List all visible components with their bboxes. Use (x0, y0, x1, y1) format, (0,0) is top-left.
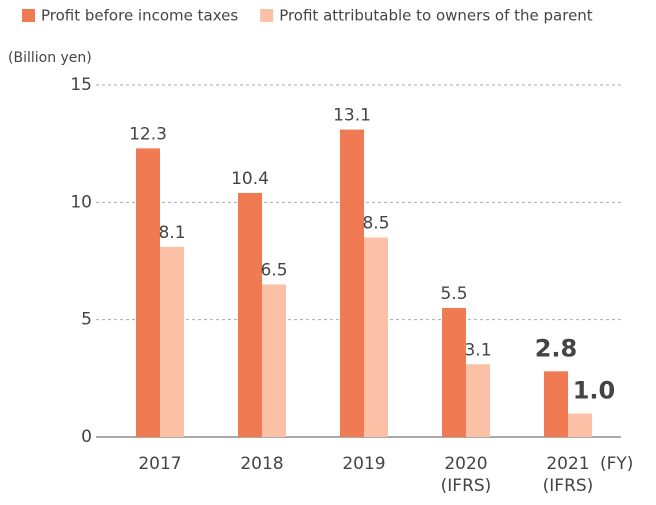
bar (466, 364, 490, 437)
data-label: 1.0 (573, 377, 616, 405)
data-label: 13.1 (333, 106, 371, 126)
x-tick-label: 2018 (240, 454, 283, 474)
y-tick-label: 0 (81, 427, 92, 447)
bar (442, 307, 466, 437)
data-label: 8.1 (158, 223, 185, 243)
data-label: 5.5 (440, 284, 467, 304)
x-tick-label: 2020 (IFRS) (441, 454, 492, 496)
data-label: 6.5 (260, 260, 287, 280)
x-tick-label: 2017 (138, 454, 181, 474)
legend-swatch (260, 9, 274, 22)
bar (238, 192, 262, 437)
data-label: 3.1 (464, 340, 491, 360)
y-tick-label: 15 (70, 75, 92, 95)
bar (262, 284, 286, 437)
y-tick-label: 10 (70, 192, 92, 212)
x-tick-label: 2019 (342, 454, 385, 474)
data-label: 10.4 (231, 169, 269, 189)
bar (364, 237, 388, 437)
bar (568, 413, 592, 437)
legend-swatch (22, 9, 35, 22)
bar (340, 129, 364, 437)
data-label: 2.8 (535, 334, 578, 362)
data-label: 12.3 (129, 124, 167, 144)
legend-label: Profit attributable to owners of the par… (279, 7, 593, 25)
bar (160, 246, 184, 437)
x-tick-label: 2021 (IFRS) (543, 454, 594, 496)
bar (544, 371, 568, 437)
bar (136, 148, 160, 438)
y-axis-label: (Billion yen) (8, 50, 92, 66)
y-tick-label: 5 (81, 310, 92, 330)
x-axis-label: (FY) (600, 454, 633, 474)
data-label: 8.5 (362, 214, 389, 234)
legend-label: Profit before income taxes (41, 7, 238, 25)
